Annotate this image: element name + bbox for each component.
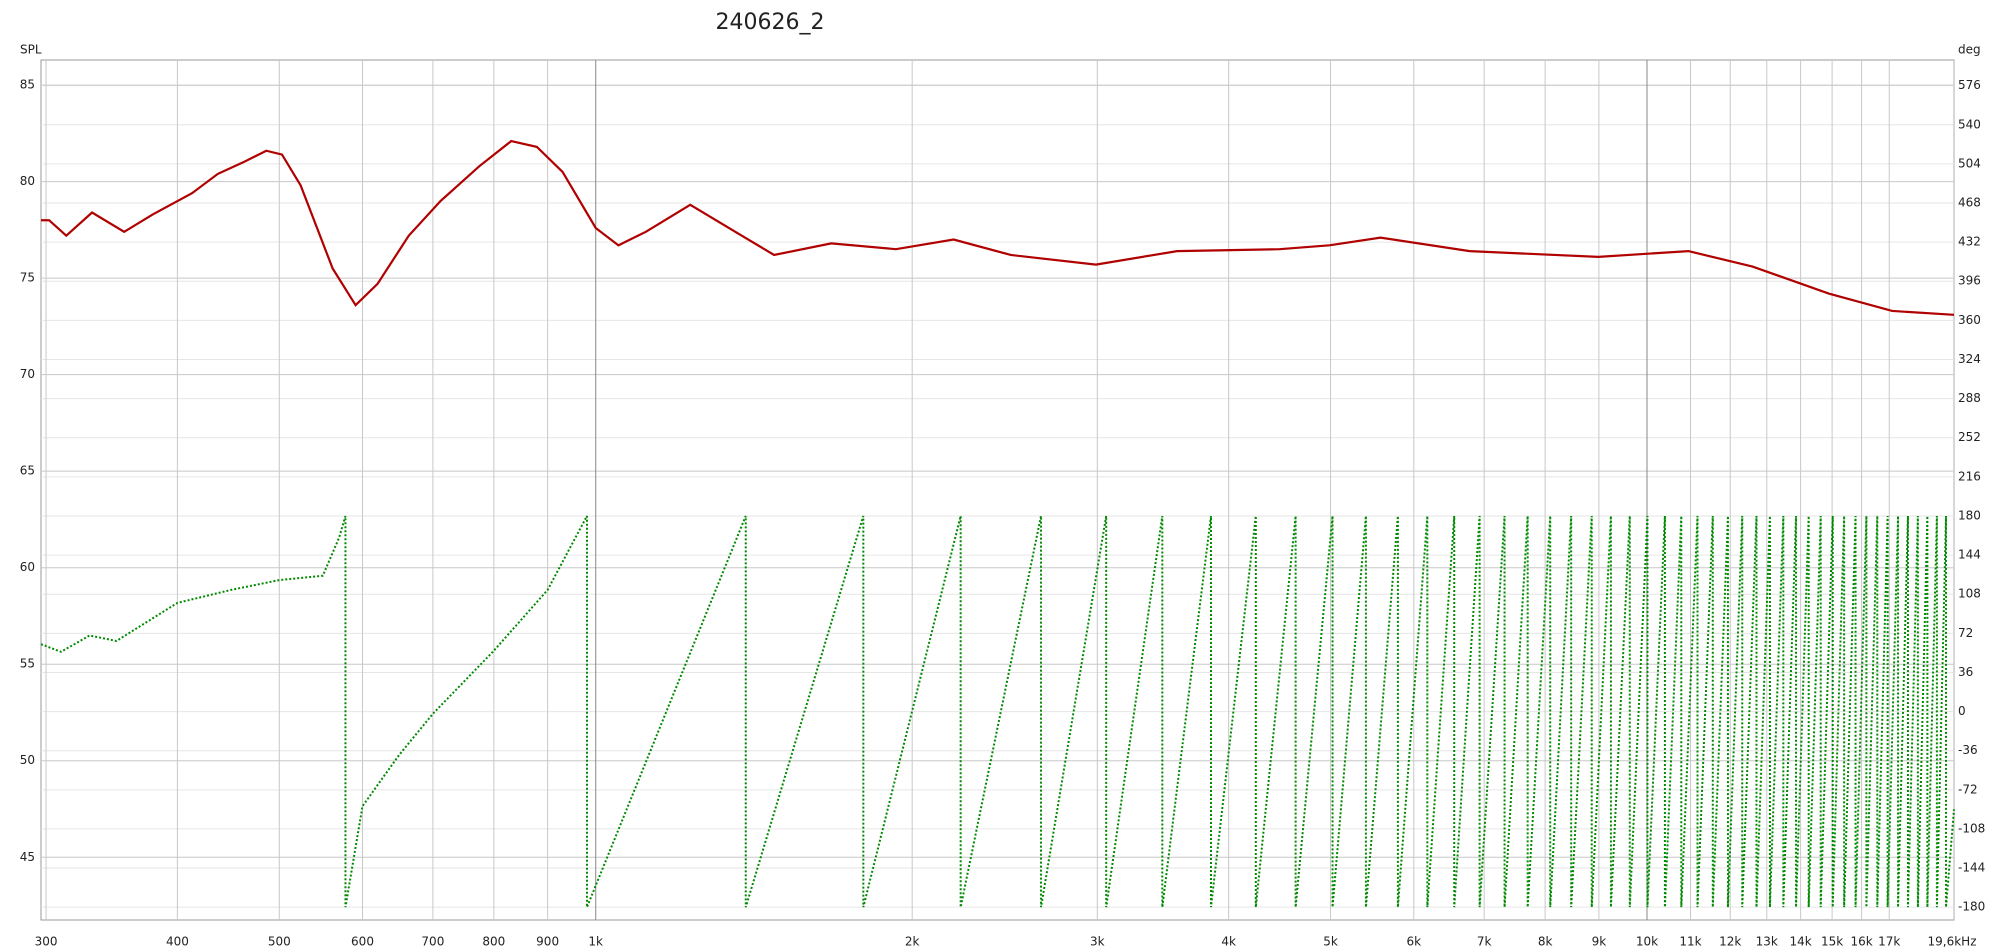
plot-area xyxy=(40,59,1955,921)
x-tick-label: 3k xyxy=(1090,935,1105,949)
y-axis-label: SPL xyxy=(20,43,42,57)
y-tick-label: 75 xyxy=(20,271,35,285)
y2-tick-label: 288 xyxy=(1958,391,1981,405)
y2-tick-label: 432 xyxy=(1958,235,1981,249)
y-tick-label: 60 xyxy=(20,560,35,574)
y-tick-label: 80 xyxy=(20,174,35,188)
x-tick-label: 8k xyxy=(1538,935,1553,949)
y2-tick-label: 216 xyxy=(1958,469,1981,483)
x-tick-label: 600 xyxy=(351,935,374,949)
x-tick-label: 2k xyxy=(905,935,920,949)
x-tick-label: 6k xyxy=(1406,935,1421,949)
y-tick-label: 70 xyxy=(20,367,35,381)
y2-tick-label: 360 xyxy=(1958,313,1981,327)
y2-tick-label: 468 xyxy=(1958,196,1981,210)
y-tick-label: 45 xyxy=(20,850,35,864)
x-tick-label: 400 xyxy=(166,935,189,949)
x-tick-label: 15k xyxy=(1821,935,1843,949)
series-line xyxy=(41,139,1955,316)
x-tick-label: 10k xyxy=(1636,935,1658,949)
y2-tick-label: 0 xyxy=(1958,704,1966,718)
x-tick-label: 1k xyxy=(588,935,603,949)
y2-tick-label: -180 xyxy=(1958,900,1985,914)
y2-tick-label: 324 xyxy=(1958,352,1981,366)
x-tick-label: 19,6kHz xyxy=(1928,935,1977,949)
y-tick-label: 55 xyxy=(20,657,35,671)
x-tick-label: 5k xyxy=(1323,935,1338,949)
y2-tick-label: 144 xyxy=(1958,548,1981,562)
x-tick-label: 11k xyxy=(1679,935,1701,949)
y2-tick-label: 540 xyxy=(1958,117,1981,131)
x-tick-label: 7k xyxy=(1477,935,1492,949)
y2-tick-label: -36 xyxy=(1958,743,1978,757)
x-tick-label: 500 xyxy=(268,935,291,949)
y2-tick-label: 108 xyxy=(1958,587,1981,601)
x-tick-label: 800 xyxy=(482,935,505,949)
x-tick-label: 14k xyxy=(1790,935,1812,949)
y2-axis-label: deg xyxy=(1958,43,1981,57)
y2-tick-label: -108 xyxy=(1958,821,1985,835)
x-tick-label: 300 xyxy=(35,935,58,949)
x-tick-label: 17k xyxy=(1878,935,1900,949)
y2-tick-label: 36 xyxy=(1958,665,1973,679)
y2-tick-label: 504 xyxy=(1958,156,1981,170)
x-tick-label: 700 xyxy=(421,935,444,949)
y-tick-label: 50 xyxy=(20,753,35,767)
y2-tick-label: 180 xyxy=(1958,508,1981,522)
series-line xyxy=(40,515,1955,908)
x-tick-label: 16k xyxy=(1850,935,1872,949)
x-tick-label: 12k xyxy=(1719,935,1741,949)
y2-tick-label: 252 xyxy=(1958,430,1981,444)
y2-tick-label: 396 xyxy=(1958,274,1981,288)
x-tick-label: 13k xyxy=(1756,935,1778,949)
x-tick-label: 900 xyxy=(536,935,559,949)
chart-title: 240626_2 xyxy=(716,10,825,35)
y2-tick-label: 576 xyxy=(1958,78,1981,92)
y-tick-label: 65 xyxy=(20,464,35,478)
x-tick-label: 9k xyxy=(1592,935,1607,949)
y2-tick-label: -72 xyxy=(1958,782,1978,796)
y-tick-label: 85 xyxy=(20,78,35,92)
y2-tick-label: 72 xyxy=(1958,626,1973,640)
x-tick-label: 4k xyxy=(1221,935,1236,949)
y2-tick-label: -144 xyxy=(1958,861,1985,875)
